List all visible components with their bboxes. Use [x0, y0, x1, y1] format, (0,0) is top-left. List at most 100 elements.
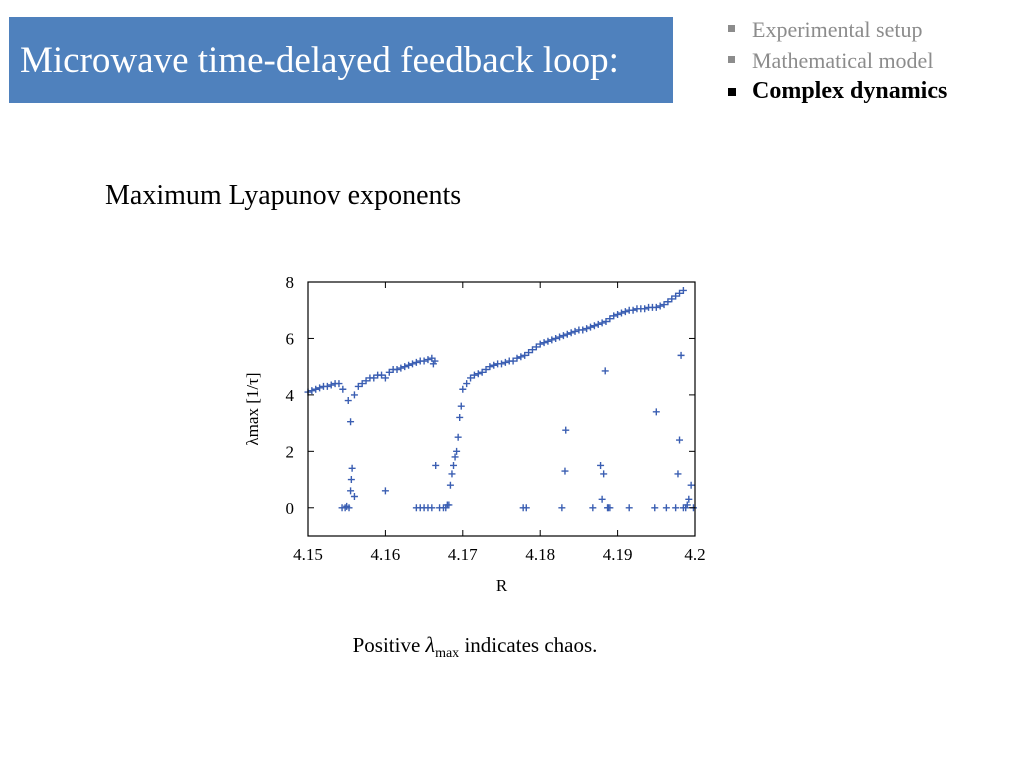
data-point — [563, 330, 571, 338]
data-point — [453, 447, 461, 455]
x-tick-label: 4.2 — [684, 545, 705, 564]
data-point — [347, 476, 355, 484]
data-point — [614, 310, 622, 318]
x-tick-label: 4.15 — [293, 545, 323, 564]
caption-suffix: indicates chaos. — [459, 633, 598, 657]
data-point — [656, 302, 664, 310]
data-point — [528, 346, 536, 354]
slide-subtitle: Maximum Lyapunov exponents — [105, 180, 462, 211]
nav-item-experimental-setup[interactable]: Experimental setup — [726, 14, 947, 45]
x-tick-label: 4.16 — [371, 545, 401, 564]
data-point — [362, 377, 370, 385]
data-point — [517, 353, 525, 361]
data-point — [668, 295, 676, 303]
data-point — [544, 337, 552, 345]
data-point — [335, 380, 343, 388]
data-point — [597, 461, 605, 469]
data-point — [459, 385, 467, 393]
data-point — [393, 365, 401, 373]
data-point — [378, 371, 386, 379]
data-point — [672, 292, 680, 300]
data-point — [308, 387, 316, 395]
x-tick-label: 4.19 — [603, 545, 633, 564]
data-point — [601, 367, 609, 375]
x-axis-label: R — [496, 576, 508, 595]
data-point — [562, 426, 570, 434]
data-point — [617, 309, 625, 317]
data-point — [467, 374, 475, 382]
nav-item-complex-dynamics[interactable]: Complex dynamics — [726, 76, 947, 107]
data-point — [641, 305, 649, 313]
nav-item-label: Mathematical model — [752, 48, 934, 73]
data-point — [316, 384, 324, 392]
data-point — [556, 333, 564, 341]
data-point — [676, 436, 684, 444]
slide-caption: Positive λmax indicates chaos. — [0, 632, 950, 662]
data-point — [621, 308, 629, 316]
data-point — [381, 374, 389, 382]
data-point — [672, 504, 680, 512]
data-point — [486, 363, 494, 371]
data-point — [610, 312, 618, 320]
data-point — [478, 368, 486, 376]
data-point — [674, 470, 682, 478]
data-point — [370, 374, 378, 382]
square-bullet-icon — [728, 25, 735, 32]
data-point — [536, 340, 544, 348]
data-point — [629, 306, 637, 314]
data-point — [451, 453, 459, 461]
section-nav: Experimental setup Mathematical model Co… — [726, 14, 947, 107]
data-point — [583, 325, 591, 333]
data-point — [450, 461, 458, 469]
data-point — [463, 380, 471, 388]
data-point — [323, 382, 331, 390]
data-point — [567, 329, 575, 337]
data-point — [446, 481, 454, 489]
data-point — [600, 470, 608, 478]
data-point — [509, 357, 517, 365]
data-point — [662, 504, 670, 512]
nav-item-mathematical-model[interactable]: Mathematical model — [726, 45, 947, 76]
data-point — [345, 504, 353, 512]
data-point — [552, 334, 560, 342]
data-point — [344, 397, 352, 405]
data-point — [521, 351, 529, 359]
data-point — [540, 339, 548, 347]
data-point — [587, 323, 595, 331]
data-point — [594, 320, 602, 328]
data-point — [408, 360, 416, 368]
data-point — [445, 501, 453, 509]
data-point — [598, 495, 606, 503]
data-point — [354, 382, 362, 390]
data-point — [490, 361, 498, 369]
data-point — [598, 319, 606, 327]
lyapunov-scatter-chart: 4.15 4.16 4.17 4.18 4.19 4.2 0 2 4 6 8 R λmax [1/… — [243, 273, 706, 595]
data-point — [347, 418, 355, 426]
y-tick-label: 2 — [286, 442, 295, 461]
lambda-subscript: max — [435, 646, 460, 662]
data-point — [431, 357, 439, 365]
nav-item-label: Experimental setup — [752, 17, 923, 42]
data-point — [625, 504, 633, 512]
slide-title: Microwave time-delayed feedback loop: — [20, 39, 619, 81]
data-point — [683, 501, 691, 509]
data-point — [513, 354, 521, 362]
data-point — [548, 336, 556, 344]
data-point — [347, 487, 355, 495]
data-point — [424, 356, 432, 364]
data-point — [405, 361, 413, 369]
y-tick-label: 0 — [286, 499, 295, 518]
data-point — [501, 358, 509, 366]
data-point — [676, 289, 684, 297]
data-point — [652, 303, 660, 311]
data-point — [559, 332, 567, 340]
data-point — [522, 504, 530, 512]
data-point — [525, 349, 533, 357]
data-point — [397, 364, 405, 372]
lambda-symbol: λ — [425, 632, 436, 657]
data-points — [304, 286, 697, 512]
y-tick-label: 6 — [286, 329, 295, 348]
data-point — [579, 326, 587, 334]
data-point — [432, 461, 440, 469]
data-point — [652, 408, 660, 416]
